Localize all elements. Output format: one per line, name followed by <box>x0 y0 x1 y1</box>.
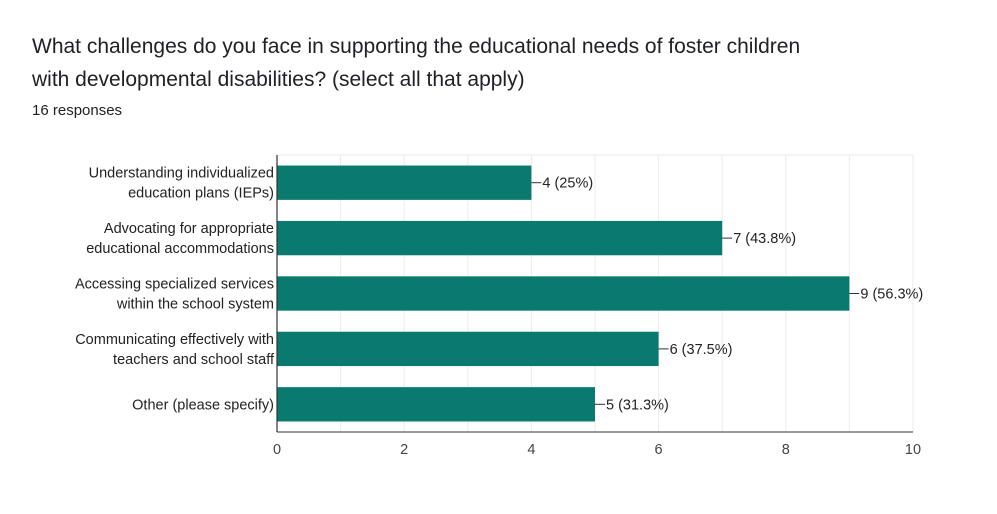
response-count: 16 responses <box>32 102 123 119</box>
question-title-line-2: with developmental disabilities? (select… <box>32 68 525 91</box>
data-label-5: 5 (31.3%) <box>606 397 669 413</box>
bar-3 <box>277 276 850 311</box>
category-label: Accessing specialized services <box>75 277 274 293</box>
question-title: What challenges do you face in supportin… <box>32 30 932 96</box>
x-tick-label: 6 <box>655 442 663 458</box>
category-label: education plans (IEPs) <box>128 186 274 202</box>
x-tick-label: 8 <box>782 442 790 458</box>
x-tick-label: 4 <box>527 442 535 458</box>
category-label: Understanding individualized <box>89 166 274 182</box>
data-label-1: 4 (25%) <box>542 176 593 192</box>
category-label: educational accommodations <box>86 241 274 257</box>
category-label: Other (please specify) <box>132 397 274 413</box>
data-label-4: 6 (37.5%) <box>670 342 733 358</box>
question-title-line-1: What challenges do you face in supportin… <box>32 35 801 58</box>
x-tick-label: 2 <box>400 442 408 458</box>
bar-5 <box>277 387 595 422</box>
bar-2 <box>277 220 723 256</box>
x-tick-label: 0 <box>273 442 281 458</box>
category-label: Communicating effectively with <box>75 332 274 348</box>
category-label: within the school system <box>116 297 274 313</box>
category-label: teachers and school staff <box>113 352 275 368</box>
data-label-3: 9 (56.3%) <box>860 287 923 303</box>
bar-4 <box>277 331 659 367</box>
data-label-2: 7 (43.8%) <box>733 231 796 247</box>
category-label: Advocating for appropriate <box>104 221 274 237</box>
x-tick-label: 10 <box>905 442 921 458</box>
bar-1 <box>277 165 532 200</box>
